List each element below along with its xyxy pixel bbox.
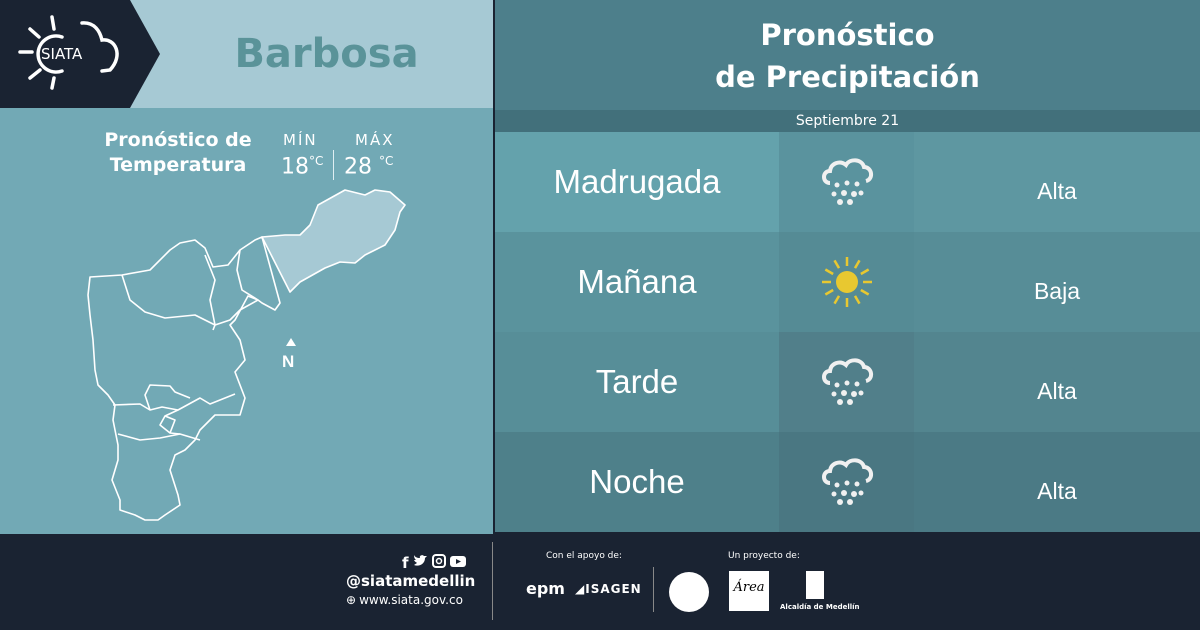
forecast-row: Noche Alta	[495, 432, 1200, 532]
footer: f @siatamedellin ⊕ www.siata.gov.co Con e…	[0, 534, 1200, 630]
rain-cloud-icon	[779, 332, 914, 432]
instagram-icon[interactable]	[431, 554, 446, 568]
alcaldia-crest	[806, 571, 824, 599]
rain-cloud-icon	[779, 432, 914, 532]
region-outline	[87, 236, 281, 521]
forecast-row: Madrugada Alta	[495, 132, 1200, 232]
alcaldia-logo-text: Alcaldía de Medellín	[780, 603, 860, 611]
precipitation-level: Alta	[914, 132, 1200, 232]
max-label: MÁX	[355, 131, 395, 149]
rain-cloud-icon	[779, 132, 914, 232]
min-label: MÍN	[283, 131, 318, 149]
twitter-icon[interactable]	[413, 554, 428, 568]
temperature-panel	[0, 108, 493, 534]
north-arrow-icon	[286, 338, 296, 346]
min-temperature: 18°C	[281, 154, 324, 180]
period-label: Tarde	[495, 332, 779, 432]
epm-logo: epm	[526, 579, 565, 598]
period-label: Madrugada	[495, 132, 779, 232]
precipitation-level: Alta	[914, 432, 1200, 532]
support-label: Con el apoyo de:	[546, 551, 622, 561]
precipitation-level: Alta	[914, 332, 1200, 432]
precipitation-header	[495, 0, 1200, 112]
website-link[interactable]: ⊕ www.siata.gov.co	[346, 593, 463, 607]
title-line: Temperatura	[109, 154, 247, 176]
precipitation-title: Pronóstico de Precipitación	[495, 14, 1200, 98]
area-metropolitana-logo: Área	[729, 571, 769, 611]
svg-text:SIATA: SIATA	[41, 45, 83, 63]
divider	[492, 542, 493, 620]
title-line: de Precipitación	[715, 60, 980, 94]
barbosa-region	[261, 189, 406, 293]
city-name: Barbosa	[234, 31, 419, 77]
temperature-title: Pronóstico de Temperatura	[88, 128, 268, 178]
title-line: Pronóstico	[760, 18, 935, 52]
divider	[333, 150, 334, 180]
max-temperature: 28 °C	[344, 154, 394, 180]
social-handle[interactable]: @siatamedellin	[346, 572, 476, 590]
youtube-icon[interactable]	[449, 554, 466, 568]
globe-icon: ⊕	[346, 593, 357, 607]
project-label: Un proyecto de:	[728, 551, 800, 561]
facebook-icon[interactable]: f	[402, 554, 409, 572]
north-label: N	[282, 352, 294, 371]
divider	[653, 567, 654, 612]
precipitation-level: Baja	[914, 232, 1200, 332]
siata-logo[interactable]: SIATA	[0, 0, 160, 108]
title-line: Pronóstico de	[104, 129, 252, 151]
period-label: Noche	[495, 432, 779, 532]
sun-icon	[779, 232, 914, 332]
forecast-row: Tarde Alta	[495, 332, 1200, 432]
isagen-logo: ◢ISAGEN	[575, 582, 642, 596]
forecast-row: Mañana Baja	[495, 232, 1200, 332]
municipality-map: N	[87, 189, 406, 521]
period-label: Mañana	[495, 232, 779, 332]
forecast-date: Septiembre 21	[495, 110, 1200, 132]
social-icons: f	[402, 554, 466, 572]
medellin-university-seal	[669, 572, 709, 612]
